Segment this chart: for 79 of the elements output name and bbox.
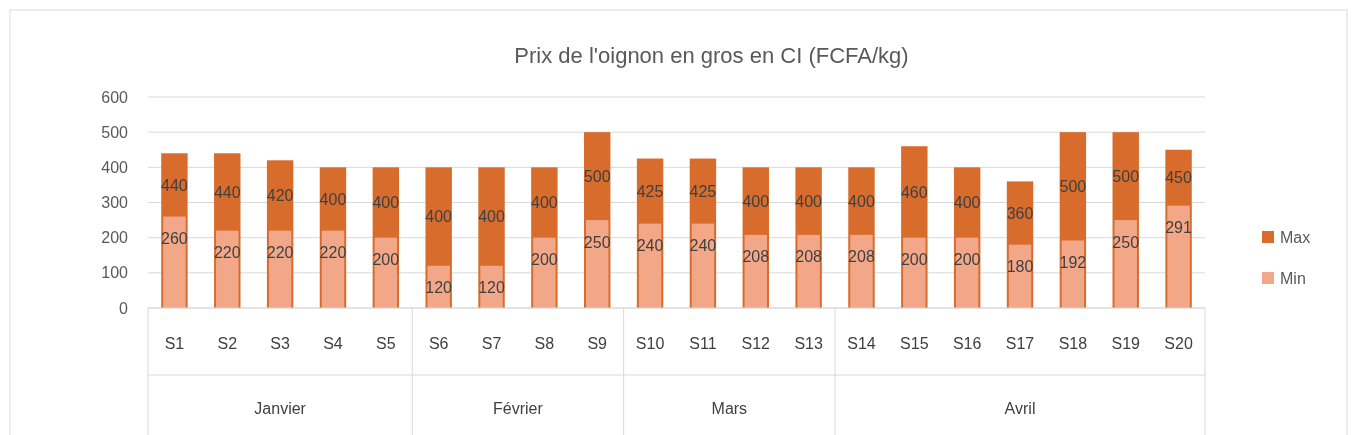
data-label: 500: [1059, 177, 1087, 195]
data-label: 400: [742, 192, 770, 210]
data-label: 180: [1006, 258, 1034, 276]
x-tick-label: S4: [323, 334, 343, 352]
bar: [903, 237, 926, 308]
data-label: 450: [1165, 169, 1193, 187]
data-label: 440: [213, 183, 241, 201]
data-label: 208: [795, 248, 823, 266]
data-label: 400: [319, 190, 347, 208]
data-label: 360: [1006, 204, 1034, 222]
text: Mars: [711, 399, 748, 417]
x-tick-label: S8: [534, 334, 555, 352]
data-label: 425: [636, 182, 664, 200]
y-tick-label: 400: [101, 158, 129, 176]
y-tick-label: 100: [101, 264, 129, 282]
data-label: 120: [478, 279, 505, 297]
data-label: 400: [478, 208, 505, 226]
x-tick-label: S11: [689, 334, 717, 352]
data-label: 250: [583, 233, 611, 251]
data-label: 400: [953, 194, 981, 212]
x-tick-label: S3: [270, 334, 291, 352]
x-tick-label: S15: [900, 334, 929, 352]
y-tick-label: 200: [101, 229, 129, 247]
data-label: 400: [531, 194, 558, 212]
data-label: 460: [900, 183, 928, 201]
x-tick-label: S14: [847, 334, 876, 352]
data-label: 400: [795, 192, 823, 210]
x-tick-label: S2: [217, 334, 238, 352]
x-tick-label: S16: [952, 334, 982, 352]
y-tick-label: 300: [101, 194, 129, 212]
data-label: 120: [425, 279, 453, 297]
data-label: 220: [266, 244, 294, 262]
data-label: 250: [1112, 233, 1140, 251]
y-tick-label: 600: [101, 88, 129, 106]
bar: [850, 234, 873, 308]
data-label: 440: [161, 176, 188, 194]
y-tick-label: 500: [101, 123, 129, 141]
bar: [797, 234, 820, 308]
x-tick-label: S12: [741, 334, 771, 352]
data-label: 208: [848, 248, 875, 266]
text: Avril: [1004, 399, 1036, 417]
data-label: 208: [742, 248, 770, 266]
legend-label: Max: [1280, 228, 1311, 246]
x-tick-label: S6: [428, 334, 449, 352]
x-tick-label: S5: [376, 334, 396, 352]
text: Février: [493, 399, 544, 417]
data-label: 500: [1112, 167, 1140, 185]
data-label: 291: [1165, 219, 1193, 237]
x-tick-label: S9: [587, 334, 608, 352]
data-label: 192: [1059, 254, 1087, 272]
data-label: 200: [900, 251, 928, 269]
data-label: 200: [531, 251, 558, 269]
data-label: 400: [372, 194, 400, 212]
x-tick-label: S10: [635, 334, 665, 352]
x-tick-label: S17: [1005, 334, 1035, 352]
data-label: 500: [583, 167, 611, 185]
data-label: 200: [372, 251, 400, 269]
data-label: 425: [689, 182, 717, 200]
data-label: 220: [213, 244, 241, 262]
bar: [1167, 205, 1190, 308]
data-label: 260: [161, 230, 188, 248]
chart-title: Prix de l'oignon en gros en CI (FCFA/kg): [514, 43, 909, 68]
legend-label: Min: [1280, 269, 1306, 287]
data-label: 200: [953, 251, 981, 269]
bar: [533, 237, 556, 308]
x-tick-label: S18: [1058, 334, 1088, 352]
data-label: 240: [636, 237, 664, 255]
x-tick-label: S19: [1111, 334, 1141, 352]
y-tick-label: 0: [119, 299, 129, 317]
text: Janvier: [254, 399, 307, 417]
x-tick-label: S13: [794, 334, 823, 352]
data-label: 420: [266, 187, 294, 205]
x-tick-label: S7: [481, 334, 502, 352]
bar: [163, 216, 186, 308]
data-label: 240: [689, 237, 717, 255]
data-label: 220: [319, 244, 347, 262]
x-tick-label: S20: [1164, 334, 1193, 352]
x-tick-label: S1: [164, 334, 185, 352]
data-label: 400: [848, 192, 875, 210]
